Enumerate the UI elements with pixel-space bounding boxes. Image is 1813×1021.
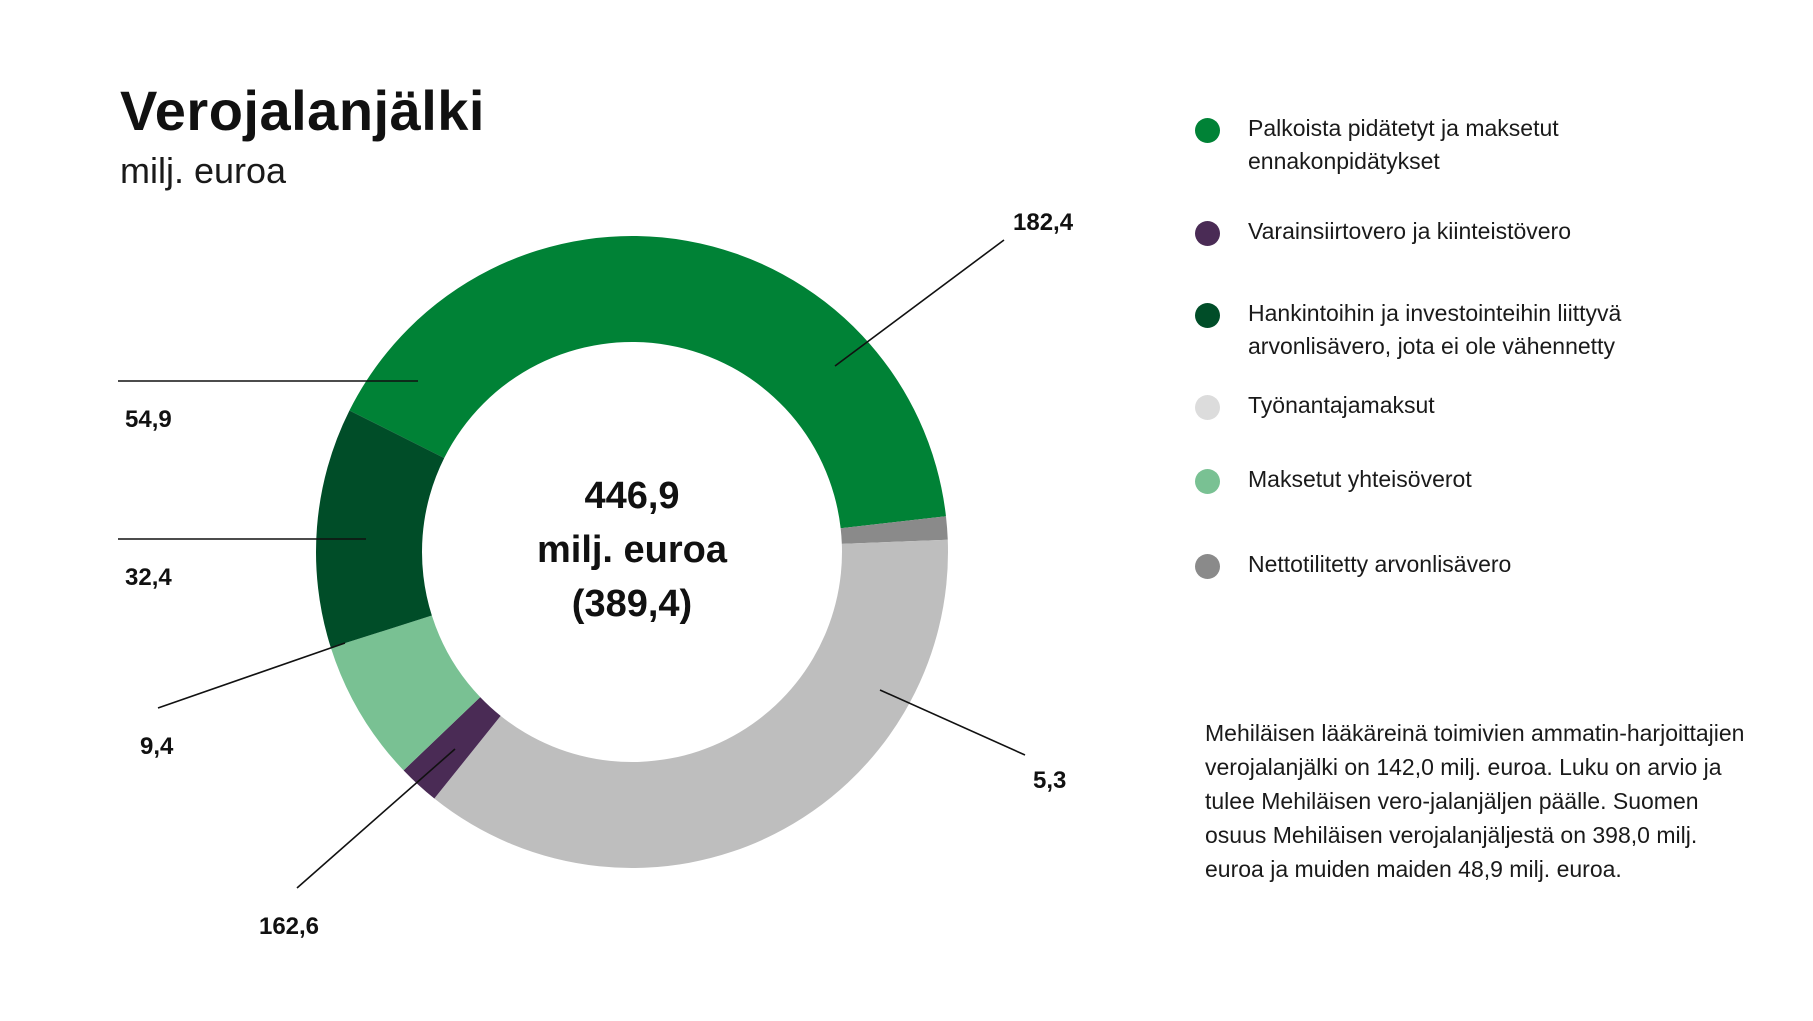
legend-swatch-yhteisoverot	[1195, 469, 1220, 494]
legend-label-nettotilitetty: Nettotilitetty arvonlisävero	[1248, 551, 1512, 577]
leader-line-nettotilitetty-arvonlisavero	[879, 689, 1026, 756]
legend-item-varainsiirtovero: Varainsiirtovero ja kiinteistövero	[1195, 215, 1728, 248]
legend-item-palkoista: Palkoista pidätetyt ja maksetut ennakonp…	[1195, 112, 1728, 178]
data-label-nettotilitetty-arvonlisavero: 5,3	[1033, 767, 1066, 794]
data-label-palkoista-pidatetyt: 182,4	[1013, 209, 1074, 236]
donut-slice-palkoista-pidatetyt	[349, 236, 946, 529]
data-label-varainsiirtovero-ja: 9,4	[140, 733, 174, 760]
legend-swatch-tyonantajamaksut	[1195, 395, 1220, 420]
center-label-line-3: (389,4)	[572, 583, 692, 625]
legend-label-hankintoihin: Hankintoihin ja investointeihin liittyvä…	[1248, 300, 1622, 359]
legend-label-palkoista: Palkoista pidätetyt ja maksetut ennakonp…	[1248, 115, 1559, 174]
legend-item-nettotilitetty: Nettotilitetty arvonlisävero	[1195, 548, 1728, 581]
donut-slice-hankintoihin-ja	[316, 410, 445, 648]
donut-slice-nettotilitetty-arvonlisavero	[840, 516, 948, 544]
legend-swatch-varainsiirtovero	[1195, 221, 1220, 246]
center-label-line-1: 446,9	[584, 475, 679, 517]
leader-line-varainsiirtovero-ja	[157, 642, 346, 709]
donut-slice-tyonantajamaksut	[434, 539, 949, 868]
legend-item-hankintoihin: Hankintoihin ja investointeihin liittyvä…	[1195, 297, 1728, 363]
legend-label-yhteisoverot: Maksetut yhteisöverot	[1248, 466, 1472, 492]
footnote-text: Mehiläisen lääkäreinä toimivien ammatin-…	[1205, 720, 1745, 882]
page-subtitle: milj. euroa	[120, 150, 287, 191]
legend-swatch-nettotilitetty	[1195, 554, 1220, 579]
data-label-hankintoihin-ja: 54,9	[125, 406, 172, 433]
data-label-tyonantajamaksut: 162,6	[259, 913, 319, 940]
legend-swatch-palkoista	[1195, 118, 1220, 143]
legend-item-yhteisoverot: Maksetut yhteisöverot	[1195, 463, 1728, 496]
legend-label-tyonantajamaksut: Työnantajamaksut	[1248, 392, 1435, 418]
data-label-maksetut-yhteisoverot: 32,4	[125, 564, 172, 591]
leader-line-tyonantajamaksut	[296, 748, 456, 889]
legend-label-varainsiirtovero: Varainsiirtovero ja kiinteistövero	[1248, 218, 1571, 244]
center-label-line-2: milj. euroa	[537, 529, 728, 571]
leader-line-palkoista-pidatetyt	[834, 239, 1005, 367]
donut-slice-maksetut-yhteisoverot	[330, 615, 481, 771]
page-title: Verojalanjälki	[120, 79, 485, 142]
legend-item-tyonantajamaksut: Työnantajamaksut	[1195, 389, 1728, 422]
legend-swatch-hankintoihin	[1195, 303, 1220, 328]
